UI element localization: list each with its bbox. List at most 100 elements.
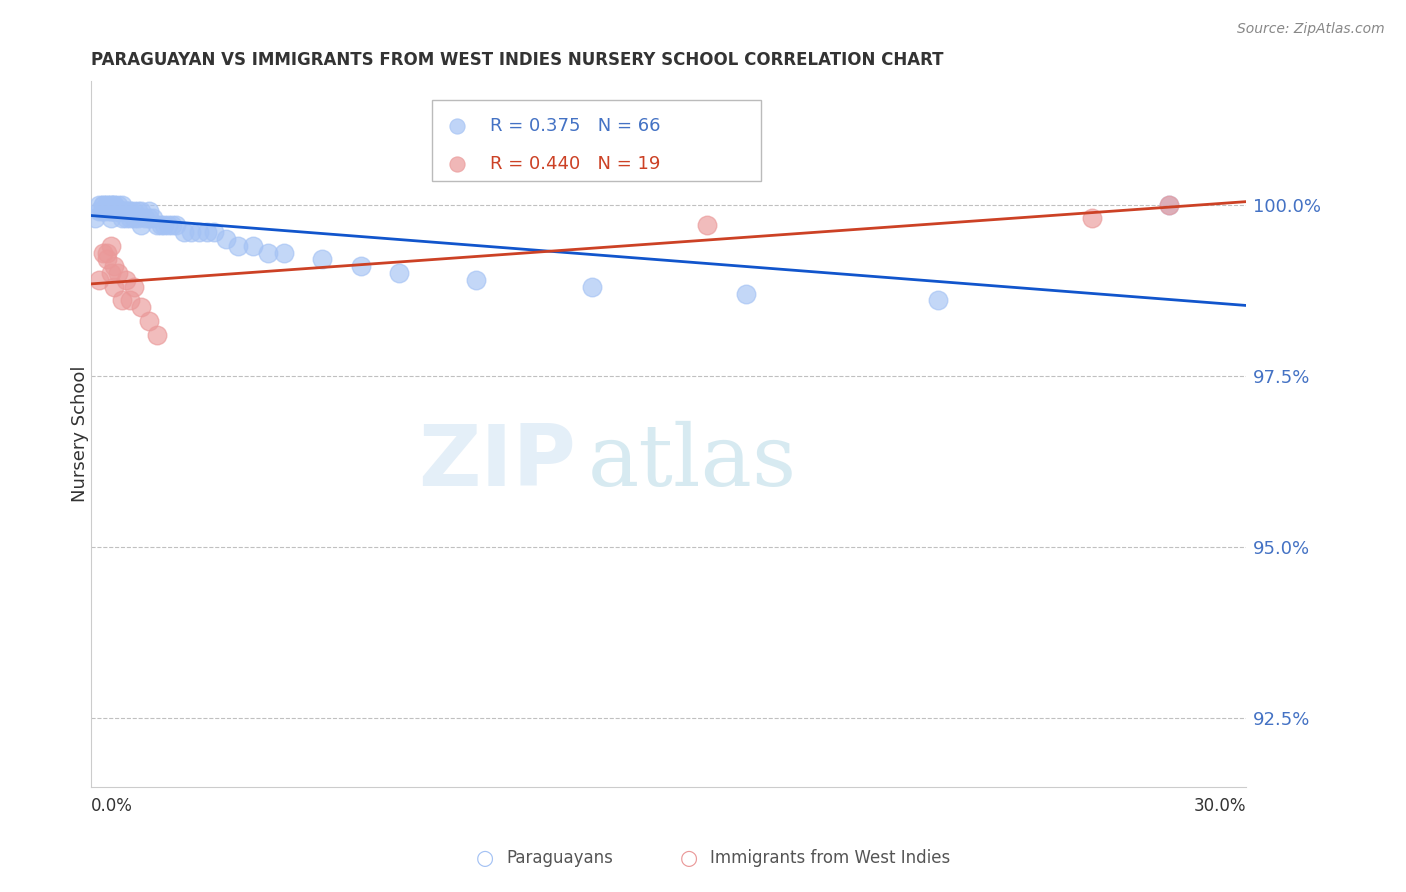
Point xyxy=(100,238,122,252)
Text: R = 0.375   N = 66: R = 0.375 N = 66 xyxy=(489,118,661,136)
Point xyxy=(388,266,411,280)
Point xyxy=(1081,211,1104,226)
Point xyxy=(100,204,122,219)
Point xyxy=(91,197,114,211)
Point xyxy=(84,211,107,226)
Point xyxy=(122,279,145,293)
Point xyxy=(273,245,295,260)
Point xyxy=(145,327,167,342)
Point xyxy=(127,204,149,219)
Point xyxy=(115,211,138,226)
Point xyxy=(118,293,141,308)
Point xyxy=(188,225,211,239)
Point xyxy=(465,273,488,287)
Text: R = 0.440   N = 19: R = 0.440 N = 19 xyxy=(489,154,659,173)
Point xyxy=(87,197,110,211)
Point xyxy=(100,197,122,211)
Point xyxy=(138,211,160,226)
Point xyxy=(160,218,183,232)
Point xyxy=(696,218,718,232)
Point xyxy=(138,204,160,219)
Point xyxy=(103,259,125,273)
Point xyxy=(118,211,141,226)
Point xyxy=(153,218,176,232)
Point xyxy=(91,197,114,211)
Point xyxy=(96,197,118,211)
Text: PARAGUAYAN VS IMMIGRANTS FROM WEST INDIES NURSERY SCHOOL CORRELATION CHART: PARAGUAYAN VS IMMIGRANTS FROM WEST INDIE… xyxy=(91,51,943,69)
Point xyxy=(927,293,949,308)
Point xyxy=(107,197,129,211)
Point xyxy=(127,211,149,226)
Text: ZIP: ZIP xyxy=(419,421,576,504)
Text: Paraguayans: Paraguayans xyxy=(506,849,613,867)
Point xyxy=(111,197,134,211)
Point xyxy=(87,204,110,219)
Point xyxy=(103,204,125,219)
Point xyxy=(118,204,141,219)
Text: ○: ○ xyxy=(681,848,697,868)
Point xyxy=(103,197,125,211)
Point xyxy=(96,204,118,219)
Point xyxy=(131,300,153,314)
Point xyxy=(96,252,118,267)
Point xyxy=(115,273,138,287)
Point xyxy=(131,218,153,232)
Point xyxy=(100,266,122,280)
Point xyxy=(311,252,333,267)
Point xyxy=(1157,197,1180,211)
Point xyxy=(145,218,167,232)
Point xyxy=(165,218,187,232)
Text: Source: ZipAtlas.com: Source: ZipAtlas.com xyxy=(1237,22,1385,37)
Point xyxy=(103,197,125,211)
Point xyxy=(100,211,122,226)
Point xyxy=(115,204,138,219)
Point xyxy=(103,279,125,293)
Point xyxy=(122,211,145,226)
Point xyxy=(149,218,172,232)
Point xyxy=(1157,197,1180,211)
Point xyxy=(87,273,110,287)
Point xyxy=(257,245,280,260)
Point xyxy=(204,225,226,239)
Point xyxy=(195,225,218,239)
Point xyxy=(118,204,141,219)
Text: 30.0%: 30.0% xyxy=(1194,797,1246,814)
Point xyxy=(91,204,114,219)
Point xyxy=(96,245,118,260)
Point xyxy=(122,204,145,219)
Text: ○: ○ xyxy=(477,848,494,868)
Point xyxy=(226,238,249,252)
Point xyxy=(350,259,373,273)
Point xyxy=(115,204,138,219)
Point xyxy=(107,204,129,219)
Text: 0.0%: 0.0% xyxy=(91,797,134,814)
Point xyxy=(111,211,134,226)
Point xyxy=(107,266,129,280)
Point xyxy=(134,211,156,226)
Text: Immigrants from West Indies: Immigrants from West Indies xyxy=(710,849,950,867)
FancyBboxPatch shape xyxy=(432,101,761,181)
Point xyxy=(131,204,153,219)
Point xyxy=(581,279,603,293)
Point xyxy=(138,314,160,328)
Point xyxy=(242,238,264,252)
Point xyxy=(1301,634,1323,648)
Point xyxy=(107,204,129,219)
Point xyxy=(142,211,165,226)
Text: atlas: atlas xyxy=(588,420,797,504)
Point xyxy=(111,293,134,308)
Point xyxy=(157,218,180,232)
Point xyxy=(100,197,122,211)
Point xyxy=(100,204,122,219)
Point xyxy=(103,204,125,219)
Point xyxy=(107,204,129,219)
Point xyxy=(734,286,756,301)
Point xyxy=(96,197,118,211)
Point xyxy=(111,204,134,219)
Y-axis label: Nursery School: Nursery School xyxy=(72,366,89,502)
Point xyxy=(91,245,114,260)
Point xyxy=(215,232,238,246)
Point xyxy=(180,225,202,239)
Point xyxy=(173,225,195,239)
Point xyxy=(111,204,134,219)
